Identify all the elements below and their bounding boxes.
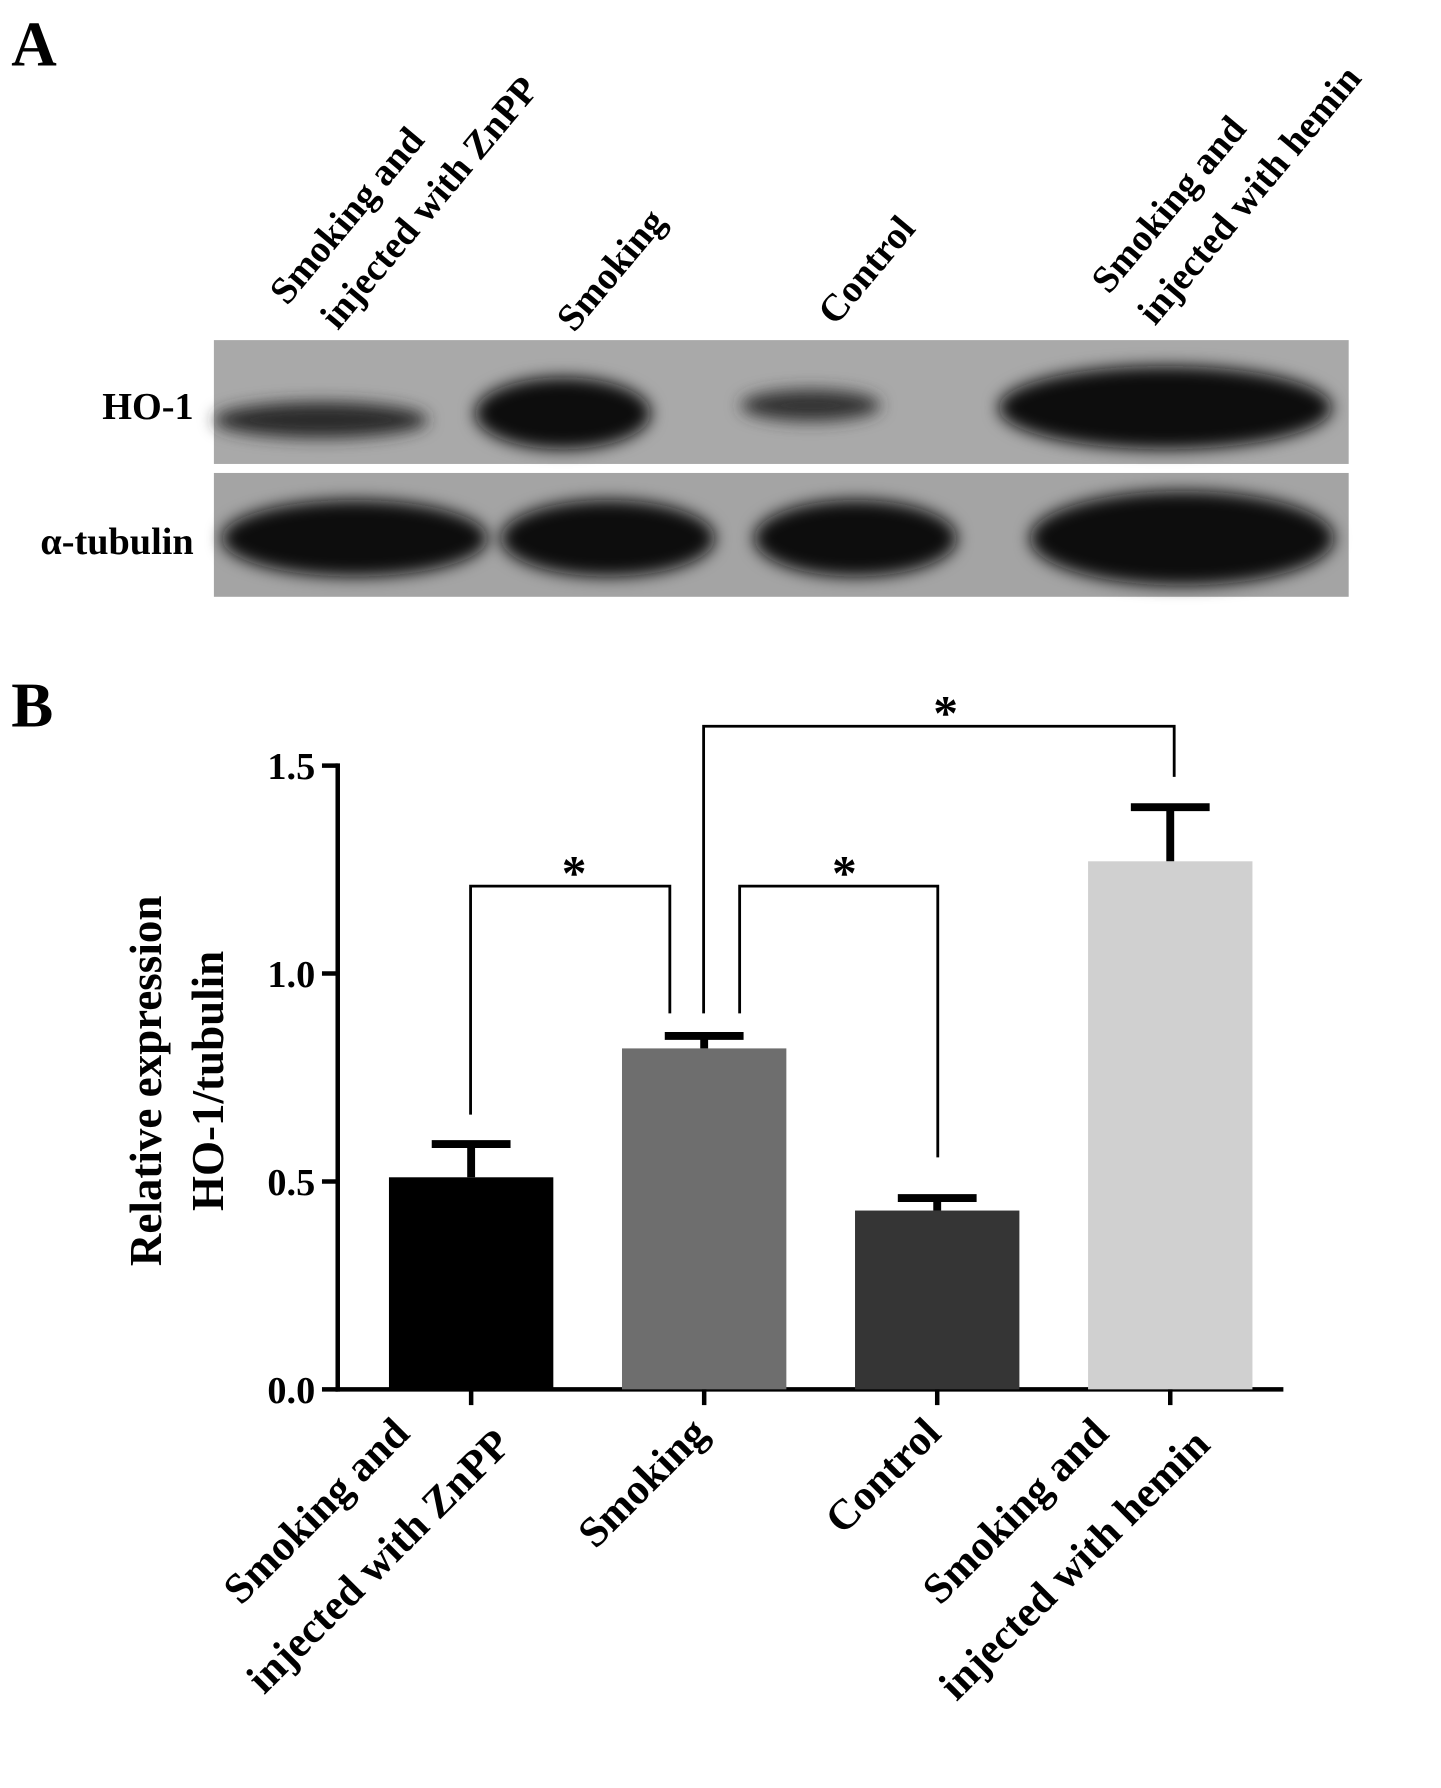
- band: [754, 499, 957, 577]
- y-tick-label: 1.5: [267, 746, 315, 788]
- band: [221, 499, 488, 577]
- row-label: α-tubulin: [40, 521, 193, 563]
- significance-label: *: [832, 845, 857, 900]
- bar: [855, 1210, 1020, 1390]
- significance-bracket: [738, 884, 940, 1158]
- significance-bracket: [702, 724, 1176, 1014]
- blot-bands: [213, 366, 1335, 586]
- x-tick-label: Smoking: [569, 1409, 717, 1557]
- error-bar: [431, 1140, 511, 1178]
- row-label: HO-1: [102, 386, 193, 428]
- y-axis-label: HO-1/tubulin: [183, 951, 233, 1211]
- y-tick-label: 0.5: [267, 1162, 315, 1204]
- significance-label: *: [562, 845, 587, 900]
- lane-label: Control: [810, 208, 924, 332]
- y-axis-label: Relative expression: [121, 896, 171, 1266]
- error-bar: [664, 1031, 744, 1049]
- bar: [621, 1048, 787, 1390]
- band: [740, 389, 881, 422]
- band: [475, 377, 651, 450]
- y-tick-label: 0.0: [267, 1370, 315, 1412]
- x-tick-label: Control: [816, 1409, 950, 1543]
- band: [1030, 490, 1335, 586]
- lane-label: Smoking: [549, 201, 674, 339]
- band: [213, 402, 428, 439]
- significance-label: *: [933, 686, 958, 741]
- panel-label: A: [11, 9, 57, 79]
- panel-label: B: [11, 670, 53, 740]
- band: [500, 499, 715, 577]
- error-bar: [1130, 803, 1210, 862]
- error-bar: [897, 1194, 977, 1211]
- significance-bracket: [469, 884, 672, 1115]
- band: [998, 366, 1332, 450]
- y-tick-label: 1.0: [267, 954, 315, 996]
- bar: [388, 1177, 554, 1390]
- bar: [1088, 861, 1253, 1390]
